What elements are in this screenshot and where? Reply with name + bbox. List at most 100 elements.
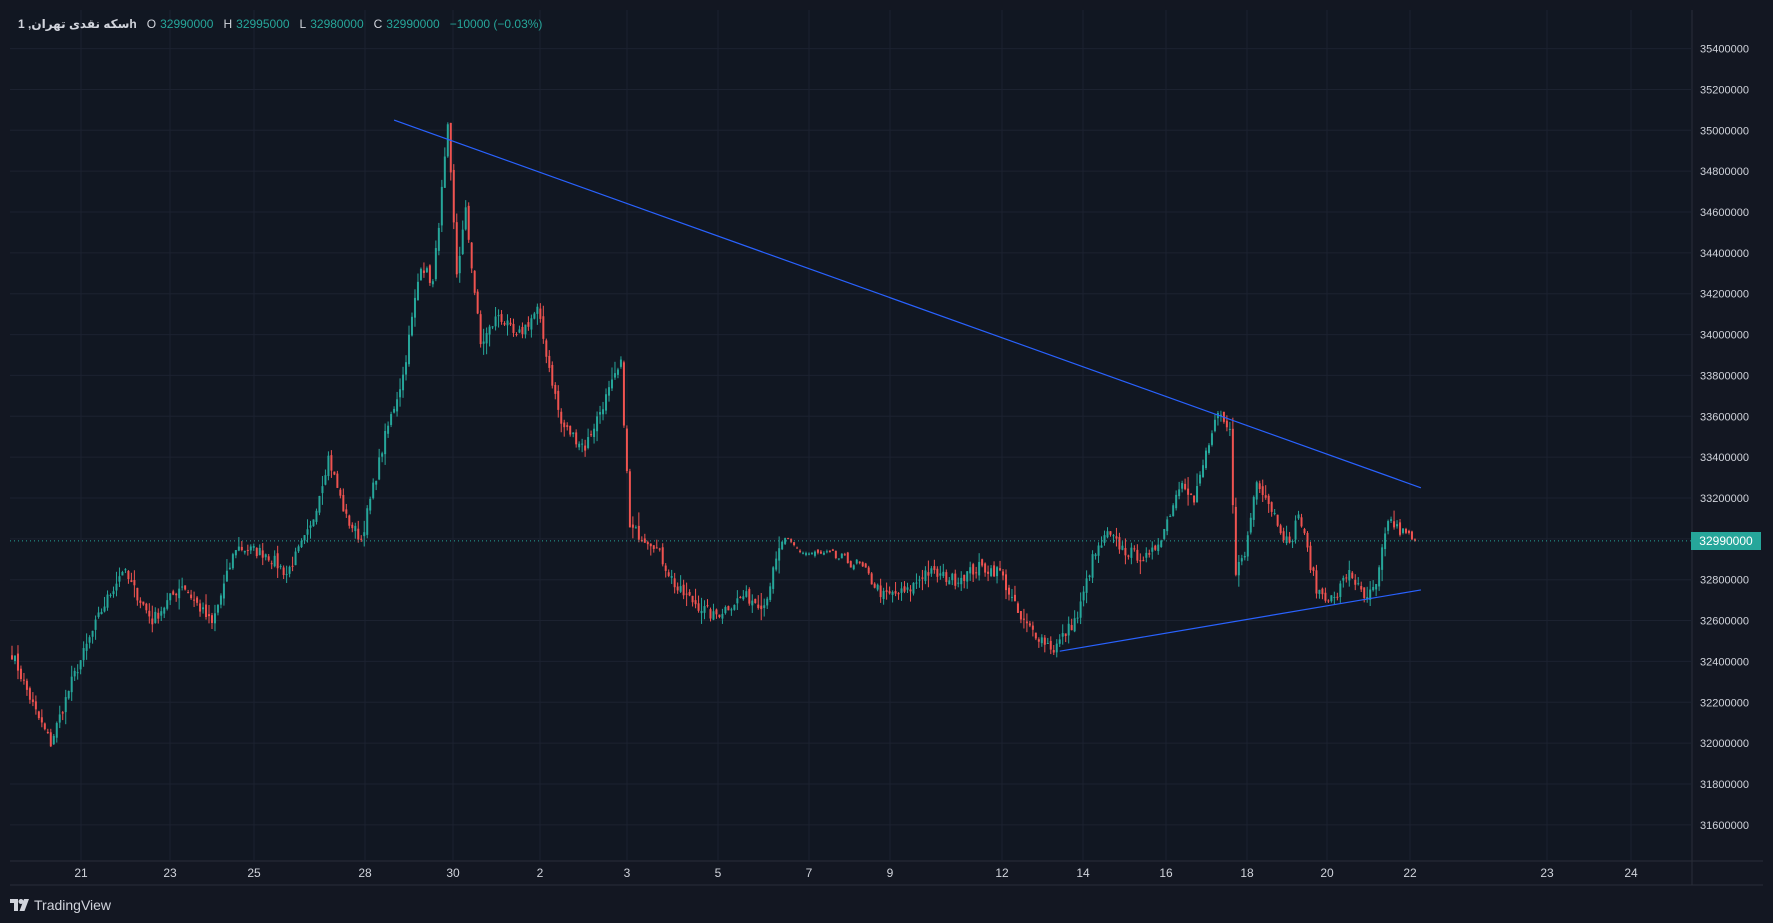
- candle-body[interactable]: [202, 607, 205, 610]
- candle-body[interactable]: [1151, 547, 1154, 552]
- candle-body[interactable]: [193, 599, 196, 601]
- candle-body[interactable]: [139, 600, 142, 603]
- candle-body[interactable]: [1315, 570, 1318, 594]
- candle-body[interactable]: [1297, 514, 1300, 519]
- candle-body[interactable]: [437, 227, 440, 251]
- candle-body[interactable]: [697, 603, 700, 611]
- candle-body[interactable]: [610, 379, 613, 389]
- candle-body[interactable]: [237, 546, 240, 551]
- candle-body[interactable]: [891, 591, 894, 595]
- candle-body[interactable]: [246, 549, 249, 551]
- candle-body[interactable]: [1022, 618, 1025, 620]
- candle-body[interactable]: [587, 437, 590, 448]
- candle-body[interactable]: [1058, 639, 1061, 644]
- candle-body[interactable]: [384, 430, 387, 455]
- candle-body[interactable]: [378, 457, 381, 480]
- candle-body[interactable]: [315, 510, 318, 522]
- candle-body[interactable]: [1393, 521, 1396, 528]
- candle-body[interactable]: [22, 679, 25, 681]
- candle-body[interactable]: [249, 546, 252, 551]
- candle-body[interactable]: [739, 596, 742, 598]
- candle-body[interactable]: [566, 425, 569, 427]
- candle-body[interactable]: [951, 573, 954, 581]
- candle-body[interactable]: [981, 559, 984, 566]
- candle-body[interactable]: [70, 676, 73, 693]
- candle-body[interactable]: [930, 568, 933, 574]
- candle-body[interactable]: [222, 583, 225, 599]
- candle-body[interactable]: [52, 735, 55, 745]
- candle-body[interactable]: [37, 711, 40, 719]
- candle-body[interactable]: [408, 334, 411, 365]
- candle-body[interactable]: [1088, 575, 1091, 578]
- candle-body[interactable]: [261, 550, 264, 558]
- candle-body[interactable]: [802, 552, 805, 554]
- candle-body[interactable]: [1375, 584, 1378, 590]
- candle-body[interactable]: [1154, 545, 1157, 550]
- candle-body[interactable]: [530, 318, 533, 330]
- candle-body[interactable]: [1407, 530, 1410, 533]
- candle-body[interactable]: [987, 571, 990, 574]
- candle-body[interactable]: [1255, 482, 1258, 500]
- candle-body[interactable]: [897, 593, 900, 595]
- candle-body[interactable]: [1258, 483, 1261, 490]
- candle-body[interactable]: [1010, 596, 1013, 598]
- candle-body[interactable]: [1196, 486, 1199, 503]
- candle-body[interactable]: [966, 571, 969, 582]
- candle-body[interactable]: [106, 594, 109, 608]
- candle-body[interactable]: [578, 443, 581, 448]
- candle-body[interactable]: [142, 601, 145, 605]
- candle-body[interactable]: [837, 558, 840, 560]
- candle-body[interactable]: [390, 414, 393, 425]
- candle-body[interactable]: [784, 538, 787, 544]
- candle-body[interactable]: [846, 552, 849, 564]
- candle-body[interactable]: [1363, 587, 1366, 598]
- candle-body[interactable]: [13, 655, 16, 662]
- candle-body[interactable]: [858, 561, 861, 563]
- candle-body[interactable]: [763, 605, 766, 608]
- candle-body[interactable]: [458, 255, 461, 274]
- candle-body[interactable]: [1306, 532, 1309, 548]
- candle-body[interactable]: [1097, 545, 1100, 556]
- candle-body[interactable]: [1327, 600, 1330, 602]
- candle-body[interactable]: [1279, 525, 1282, 534]
- candle-body[interactable]: [1213, 419, 1216, 432]
- candle-body[interactable]: [685, 593, 688, 595]
- candle-body[interactable]: [264, 554, 267, 558]
- candle-body[interactable]: [178, 588, 181, 599]
- candle-body[interactable]: [867, 567, 870, 574]
- candle-body[interactable]: [231, 554, 234, 569]
- candle-body[interactable]: [11, 655, 13, 660]
- candle-body[interactable]: [1112, 535, 1115, 537]
- candle-body[interactable]: [1351, 572, 1354, 579]
- candle-body[interactable]: [1175, 494, 1178, 509]
- candle-body[interactable]: [151, 618, 154, 625]
- candle-body[interactable]: [548, 355, 551, 368]
- candle-body[interactable]: [339, 489, 342, 496]
- candle-body[interactable]: [124, 569, 127, 571]
- candle-body[interactable]: [1106, 531, 1109, 538]
- candle-body[interactable]: [58, 714, 61, 723]
- candle-body[interactable]: [1136, 549, 1139, 561]
- candle-body[interactable]: [449, 122, 452, 173]
- candle-body[interactable]: [425, 268, 428, 273]
- candle-body[interactable]: [954, 573, 957, 586]
- candle-body[interactable]: [1025, 621, 1028, 624]
- candle-body[interactable]: [778, 548, 781, 561]
- candle-body[interactable]: [1282, 531, 1285, 541]
- candle-body[interactable]: [619, 359, 622, 367]
- symbol-label[interactable]: سکه نقدی تهران, 1h: [18, 17, 137, 31]
- candle-body[interactable]: [1073, 618, 1076, 632]
- candle-body[interactable]: [781, 541, 784, 550]
- candle-body[interactable]: [1002, 571, 1005, 576]
- candle-body[interactable]: [536, 306, 539, 314]
- candle-body[interactable]: [452, 169, 455, 223]
- candle-body[interactable]: [240, 546, 243, 551]
- candle-body[interactable]: [885, 590, 888, 592]
- candle-body[interactable]: [166, 600, 169, 609]
- candle-body[interactable]: [625, 428, 628, 471]
- candle-body[interactable]: [1082, 591, 1085, 601]
- candle-body[interactable]: [330, 455, 333, 471]
- candle-body[interactable]: [31, 699, 34, 702]
- candle-body[interactable]: [169, 593, 172, 601]
- candle-body[interactable]: [61, 712, 64, 714]
